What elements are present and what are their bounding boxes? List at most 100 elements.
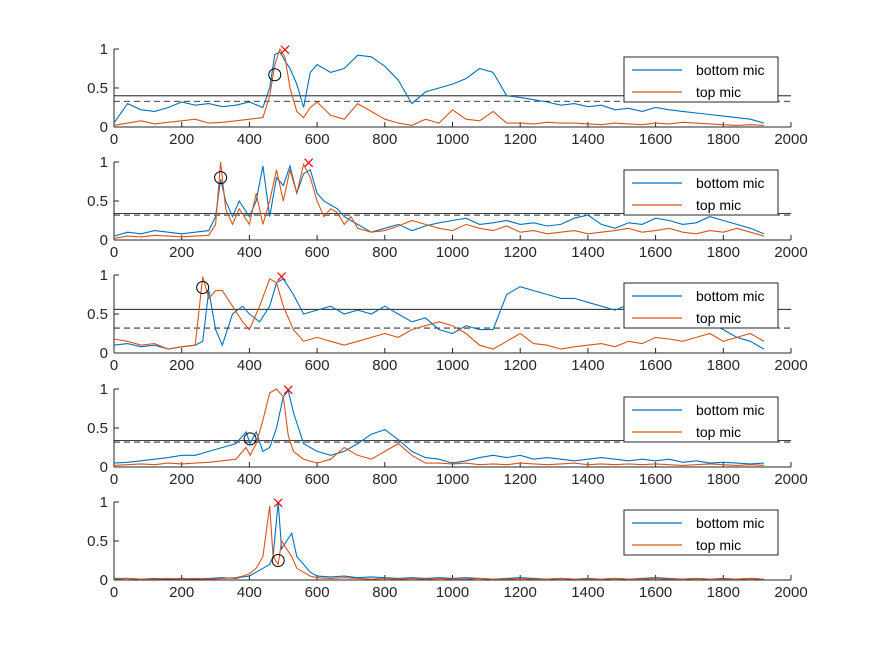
x-tick-label: 200 xyxy=(169,584,194,601)
legend-label: top mic xyxy=(696,84,741,100)
top-mic-line xyxy=(113,505,764,580)
y-tick-label: 0.5 xyxy=(87,80,108,97)
x-tick-label: 800 xyxy=(372,471,397,488)
top-mic-line xyxy=(113,47,764,126)
x-tick-label: 0 xyxy=(110,471,118,488)
y-tick-label: 1 xyxy=(100,381,108,398)
x-tick-label: 1000 xyxy=(436,131,469,148)
x-tick-label: 600 xyxy=(305,244,330,261)
x-tick-label: 1000 xyxy=(436,244,469,261)
x-tick-label: 200 xyxy=(169,244,194,261)
legend: bottom mic top mic xyxy=(623,169,779,216)
x-tick-label: 1600 xyxy=(639,471,672,488)
bottom-mic-line xyxy=(113,51,765,124)
top-mic-line xyxy=(113,276,765,350)
legend-label: bottom mic xyxy=(696,62,764,78)
y-tick-label: 0 xyxy=(100,345,108,362)
legend: bottom mic top mic xyxy=(623,396,779,443)
onset-marker xyxy=(214,171,228,185)
x-tick-label: 600 xyxy=(305,131,330,148)
x-tick-label: 1000 xyxy=(436,357,469,374)
y-tick-label: 0.5 xyxy=(87,533,108,550)
x-tick-label: 200 xyxy=(169,357,194,374)
peak-marker xyxy=(304,158,314,168)
subplot-1: 0 200 400 600 800 1000 1200 1400 1600 1800 2000 0 0.… xyxy=(87,41,808,148)
x-tick-label: 2000 xyxy=(774,471,807,488)
x-tick-label: 600 xyxy=(305,584,330,601)
peak-marker xyxy=(277,272,286,281)
x-tick-label: 1400 xyxy=(571,244,604,261)
x-tick-label: 2000 xyxy=(774,584,807,601)
x-tick-label: 1000 xyxy=(436,584,469,601)
legend-label: bottom mic xyxy=(696,402,764,418)
x-tick-label: 200 xyxy=(169,471,194,488)
top-mic-line xyxy=(113,388,764,466)
subplot-4: 0 200 400 600 800 1000 1200 1400 1600 1800 2000 0 0.… xyxy=(87,381,808,488)
x-tick-label: 400 xyxy=(237,244,262,261)
peak-marker xyxy=(273,498,283,508)
y-tick-label: 0 xyxy=(100,232,108,249)
x-tick-label: 600 xyxy=(305,471,330,488)
top-mic-line xyxy=(113,161,765,239)
legend-label: bottom mic xyxy=(696,515,764,531)
legend-label: top mic xyxy=(696,197,741,213)
x-tick-label: 600 xyxy=(305,357,330,374)
x-tick-label: 1400 xyxy=(571,471,604,488)
legend-box xyxy=(623,169,779,216)
onset-marker xyxy=(243,432,257,446)
legend: bottom mic top mic xyxy=(623,56,779,103)
x-tick-label: 0 xyxy=(110,131,118,148)
legend-label: top mic xyxy=(696,424,741,440)
y-tick-label: 0.5 xyxy=(87,306,108,323)
bottom-mic-line xyxy=(113,389,764,465)
x-tick-label: 1400 xyxy=(571,357,604,374)
legend-label: top mic xyxy=(696,537,741,553)
legend-box xyxy=(623,282,779,329)
legend-label: bottom mic xyxy=(696,175,764,191)
onset-marker xyxy=(268,68,282,82)
x-tick-label: 0 xyxy=(110,584,118,601)
x-tick-label: 800 xyxy=(372,131,397,148)
x-tick-label: 2000 xyxy=(774,244,807,261)
legend-box xyxy=(623,396,779,443)
y-tick-label: 1 xyxy=(100,267,108,284)
y-tick-label: 0.5 xyxy=(87,193,108,210)
x-tick-label: 1000 xyxy=(436,471,469,488)
x-tick-label: 800 xyxy=(372,584,397,601)
y-tick-label: 1 xyxy=(100,41,108,58)
legend: bottom mic top mic xyxy=(623,282,779,329)
x-tick-label: 1800 xyxy=(707,357,740,374)
legend-label: top mic xyxy=(696,310,741,326)
x-tick-label: 1200 xyxy=(504,357,537,374)
x-tick-label: 1600 xyxy=(639,584,672,601)
x-tick-label: 1800 xyxy=(707,471,740,488)
x-tick-label: 1200 xyxy=(504,471,537,488)
x-tick-label: 400 xyxy=(237,131,262,148)
x-tick-label: 400 xyxy=(237,357,262,374)
x-tick-label: 1800 xyxy=(707,584,740,601)
subplot-5: 0 200 400 600 800 1000 1200 1400 1600 1800 2000 0 0.… xyxy=(87,494,808,601)
x-tick-label: 2000 xyxy=(774,357,807,374)
x-tick-label: 1200 xyxy=(504,131,537,148)
x-tick-label: 1600 xyxy=(639,131,672,148)
x-tick-label: 200 xyxy=(169,131,194,148)
x-tick-label: 800 xyxy=(372,244,397,261)
x-tick-label: 1600 xyxy=(639,357,672,374)
x-tick-label: 1800 xyxy=(707,244,740,261)
peak-marker xyxy=(280,45,290,55)
x-tick-label: 800 xyxy=(372,357,397,374)
x-tick-label: 0 xyxy=(110,357,118,374)
onset-marker xyxy=(271,554,285,567)
x-tick-label: 1600 xyxy=(639,244,672,261)
x-tick-label: 1200 xyxy=(504,584,537,601)
y-tick-label: 0.5 xyxy=(87,420,108,437)
legend-box xyxy=(623,56,779,103)
y-tick-label: 1 xyxy=(100,494,108,511)
peak-marker xyxy=(283,385,293,395)
legend-box xyxy=(623,509,779,556)
y-tick-label: 0 xyxy=(100,572,108,589)
x-tick-label: 400 xyxy=(237,471,262,488)
x-tick-label: 1400 xyxy=(571,131,604,148)
legend-label: bottom mic xyxy=(696,288,764,304)
x-tick-label: 0 xyxy=(110,244,118,261)
